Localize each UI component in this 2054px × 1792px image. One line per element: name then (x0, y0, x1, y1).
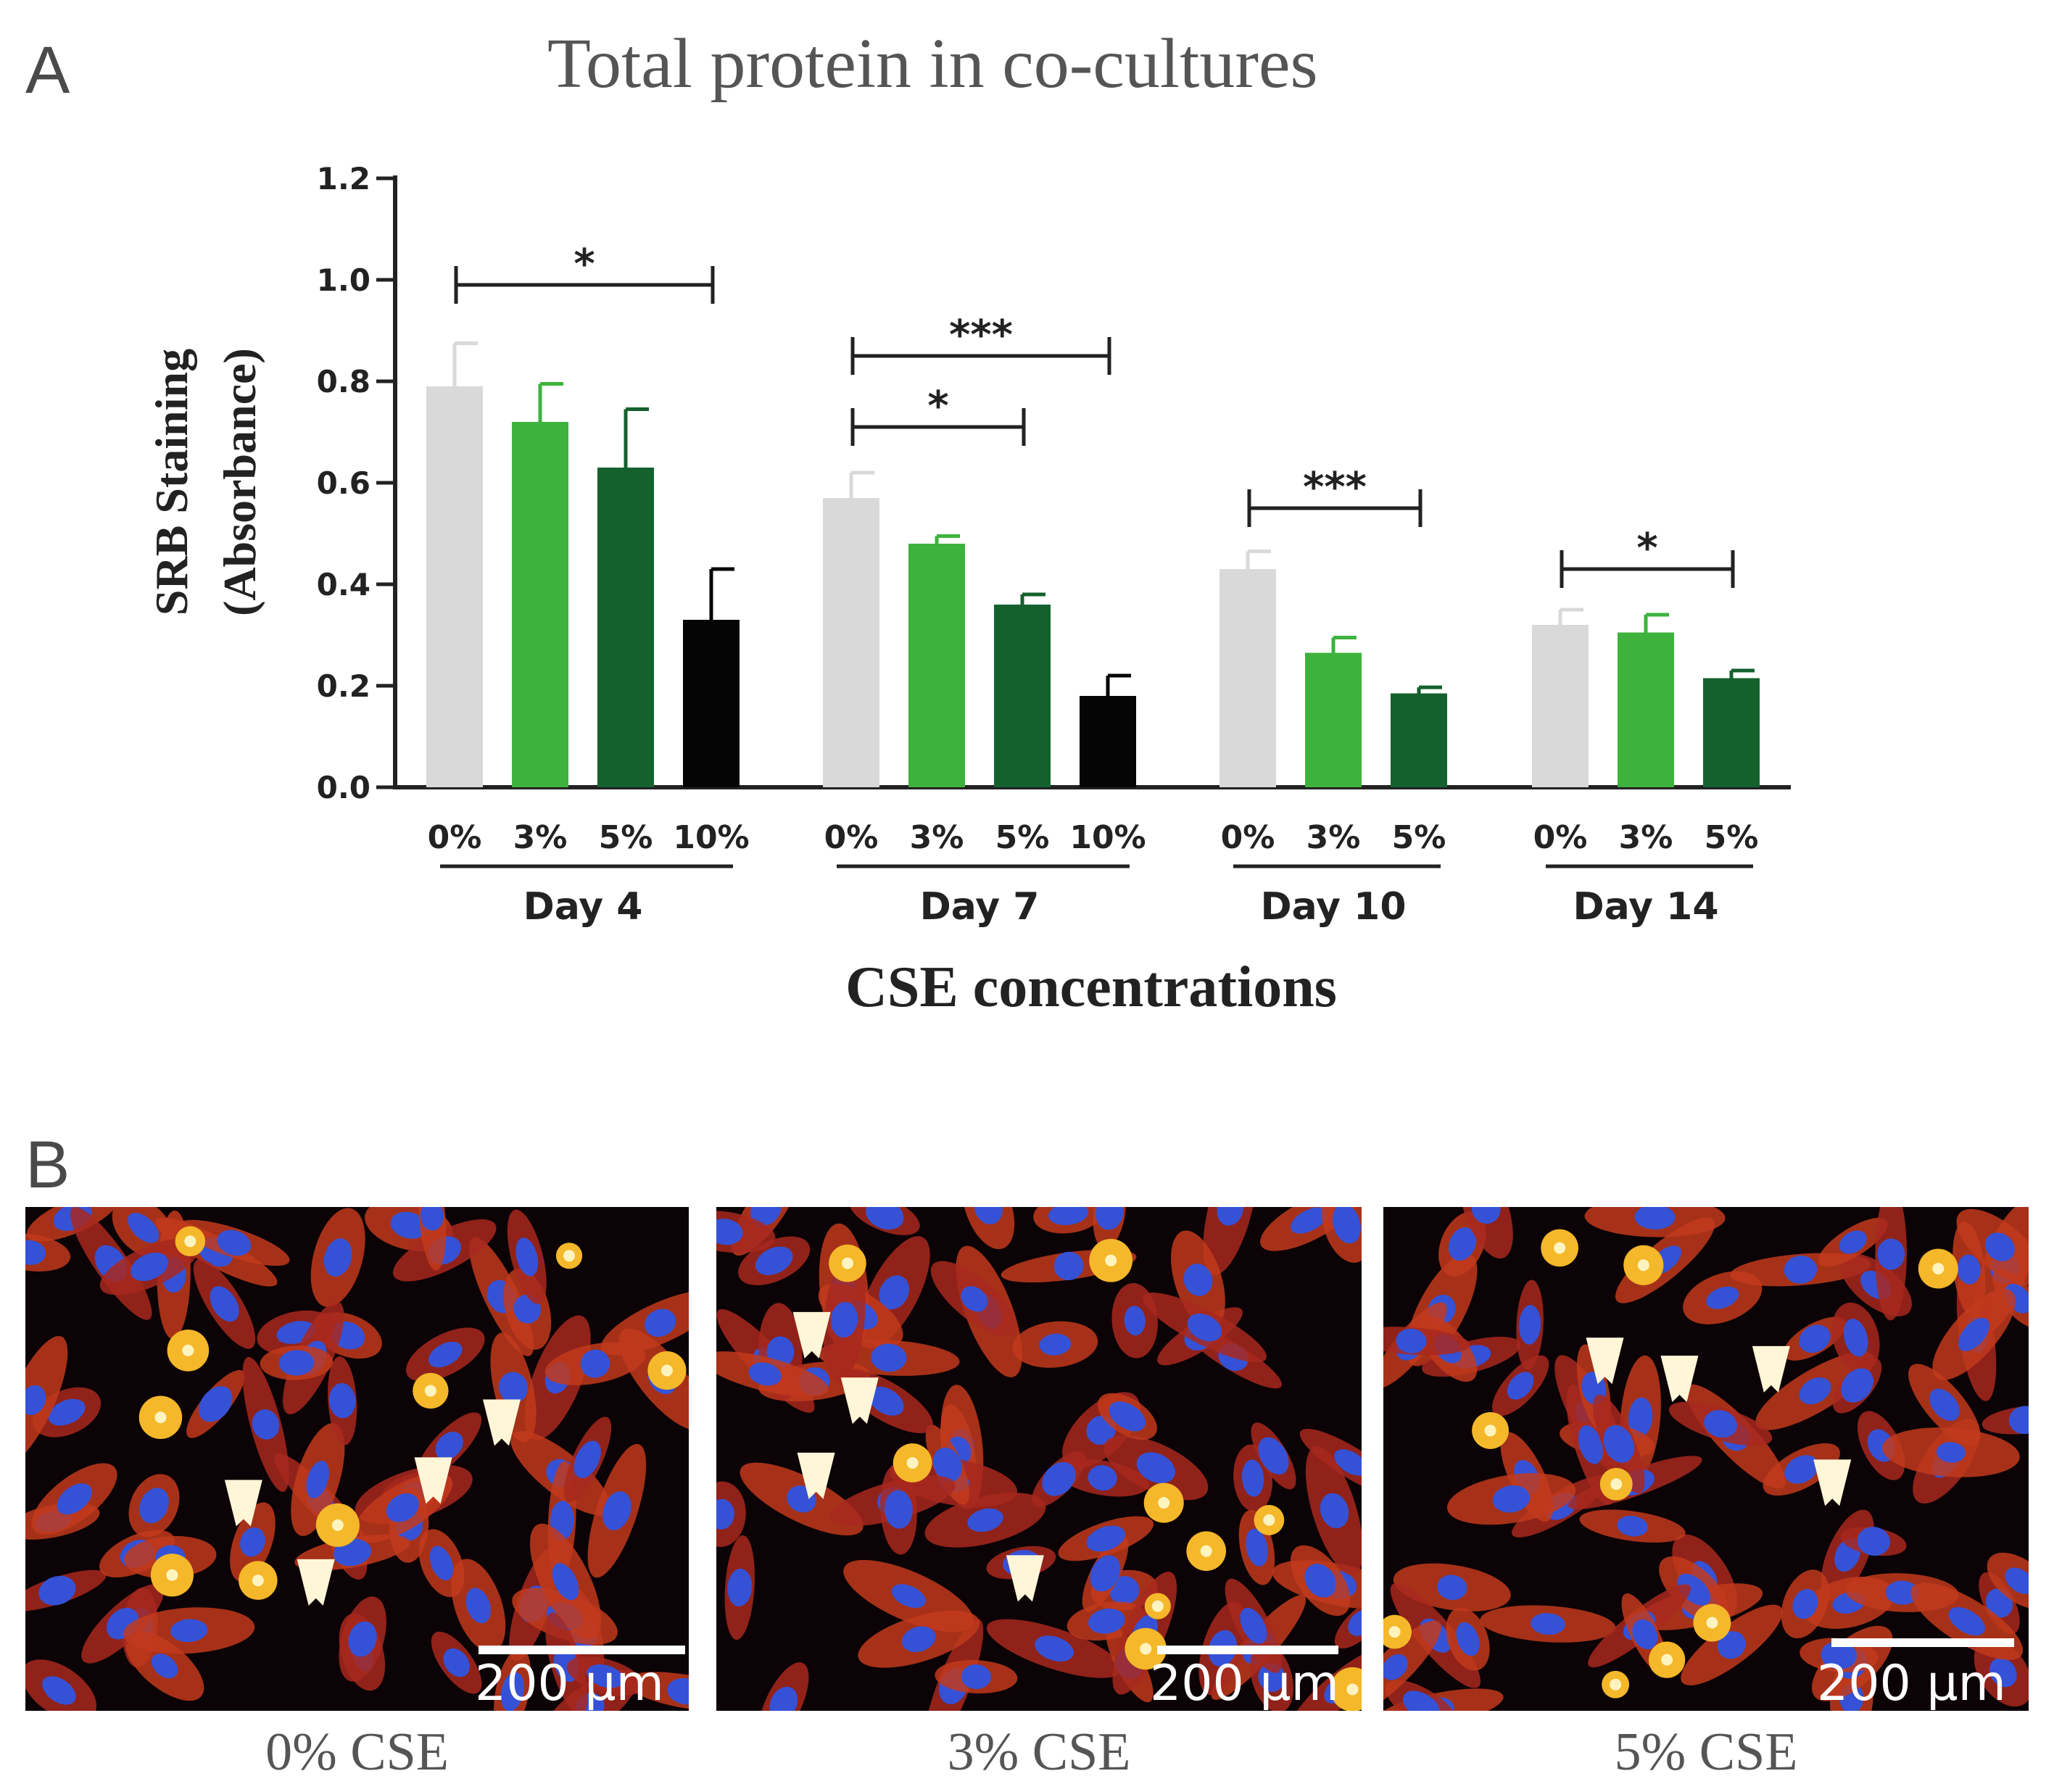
arrow-marker-icon (482, 1399, 521, 1446)
chart-title: Total protein in co-cultures (547, 25, 1318, 103)
x-axis-label: CSE concentrations (845, 955, 1337, 1019)
arrow-marker-icon (414, 1457, 452, 1504)
group-label: Day 14 (1573, 885, 1718, 929)
x-tick-label: 3% (1619, 819, 1673, 856)
cell-texture (25, 1207, 689, 1711)
bar (512, 422, 568, 787)
bar (1080, 696, 1136, 787)
bar (597, 468, 654, 787)
x-tick-label: 10% (673, 819, 749, 856)
cell-texture (1383, 1207, 2029, 1711)
arrow-marker-icon (792, 1311, 831, 1358)
x-tick-label: 0% (824, 819, 879, 856)
bar (823, 498, 879, 787)
group-label: Day 4 (523, 885, 643, 929)
scale-bar-label: 200 µm (1150, 1655, 1339, 1711)
bar (994, 605, 1051, 787)
y-tick-label: 0.8 (317, 364, 370, 399)
micrograph-0-cse: 200 µm (25, 1207, 689, 1711)
x-tick-label: 3% (1306, 819, 1361, 856)
scale-bar (479, 1646, 685, 1654)
y-axis-label-line2: (Absorbance) (214, 348, 265, 616)
significance-stars: * (1636, 525, 1657, 572)
x-tick-label: 3% (513, 819, 568, 856)
micrograph-3-cse: 200 µm (716, 1207, 1362, 1711)
arrow-marker-icon (1813, 1459, 1852, 1506)
group-label: Day 7 (920, 885, 1040, 929)
arrow-marker-icon (1660, 1356, 1699, 1403)
bar (908, 544, 965, 787)
bar (1618, 632, 1674, 787)
arrow-marker-icon (1586, 1337, 1624, 1385)
y-tick-label: 0.4 (317, 567, 370, 602)
bar (1532, 625, 1589, 787)
arrow-marker-icon (840, 1377, 879, 1424)
caption-3-cse: 3% CSE (947, 1722, 1131, 1782)
x-tick-label: 0% (1221, 819, 1275, 856)
x-tick-label: 5% (995, 819, 1050, 856)
bar (1305, 652, 1362, 787)
bar-chart: 0.0 0.2 0.4 0.6 0.8 1.0 1.2 SRB Staining (Absorb… (146, 161, 1791, 1019)
y-tick-label: 0.0 (317, 770, 370, 805)
panel-a-letter: A (25, 33, 70, 107)
micrograph-5-cse: 200 µm (1383, 1207, 2029, 1711)
x-tick-label: 0% (428, 819, 482, 856)
significance-stars: *** (1303, 464, 1367, 511)
caption-5-cse: 5% CSE (1614, 1722, 1798, 1782)
scale-bar-label: 200 µm (1817, 1655, 2006, 1711)
group-label: Day 10 (1260, 885, 1406, 929)
x-tick-label: 3% (910, 819, 964, 856)
scale-bar (1831, 1638, 2014, 1647)
x-tick-label: 5% (1705, 819, 1759, 856)
significance-stars: * (927, 383, 948, 430)
significance-stars: *** (949, 312, 1013, 359)
x-tick-label: 0% (1533, 819, 1588, 856)
x-tick-label: 5% (1392, 819, 1446, 856)
arrow-marker-icon (224, 1480, 262, 1527)
arrow-marker-icon (797, 1452, 835, 1499)
arrow-marker-icon (1752, 1345, 1790, 1393)
y-tick-label: 1.0 (317, 262, 370, 298)
caption-0-cse: 0% CSE (265, 1722, 449, 1782)
bar (426, 386, 483, 787)
bar (683, 620, 740, 787)
x-tick-label: 10% (1069, 819, 1146, 856)
y-tick-label: 0.2 (317, 668, 370, 704)
panel-b-letter: B (25, 1128, 70, 1202)
significance-stars: * (573, 241, 595, 288)
arrow-marker-icon (297, 1559, 335, 1606)
y-axis-label-line1: SRB Staining (146, 349, 197, 615)
x-tick-label: 5% (599, 819, 653, 856)
y-tick-label: 1.2 (317, 161, 370, 196)
bar (1703, 678, 1760, 787)
bar (1219, 569, 1276, 787)
scale-bar (1157, 1646, 1338, 1654)
arrow-marker-icon (1006, 1555, 1044, 1602)
cell-texture (716, 1207, 1362, 1711)
y-tick-label: 0.6 (317, 465, 370, 501)
scale-bar-label: 200 µm (475, 1655, 664, 1711)
bar (1391, 693, 1447, 787)
